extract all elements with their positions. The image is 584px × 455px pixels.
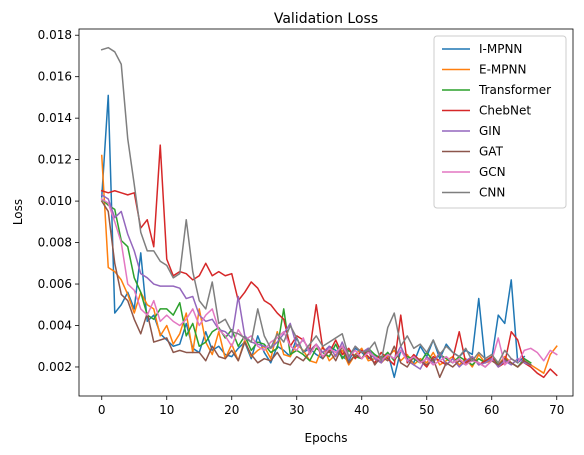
legend-label: GIN <box>479 124 501 138</box>
x-tick-label: 10 <box>159 403 174 417</box>
series-line-e-mpnn <box>100 154 558 374</box>
x-tick-label: 30 <box>289 403 304 417</box>
x-axis-label: Epochs <box>305 431 348 445</box>
x-tick-label: 70 <box>549 403 564 417</box>
legend-label: GAT <box>479 145 504 159</box>
x-tick-label: 60 <box>484 403 499 417</box>
x-tick-label: 50 <box>419 403 434 417</box>
legend-label: Transformer <box>478 83 551 97</box>
y-tick-label: 0.012 <box>38 153 72 167</box>
y-tick-label: 0.014 <box>38 111 72 125</box>
y-tick-label: 0.010 <box>38 194 72 208</box>
x-tick-label: 20 <box>224 403 239 417</box>
y-tick-label: 0.004 <box>38 319 72 333</box>
x-tick-label: 40 <box>354 403 369 417</box>
y-axis-label: Loss <box>11 199 25 225</box>
x-tick-label: 0 <box>98 403 106 417</box>
plot-frame <box>78 28 574 397</box>
series-line-cnn <box>100 46 519 364</box>
legend-label: E-MPNN <box>479 63 526 77</box>
y-tick-label: 0.008 <box>38 236 72 250</box>
chart-title: Validation Loss <box>274 11 378 27</box>
series-lines <box>100 46 558 379</box>
y-tick-label: 0.018 <box>38 28 72 42</box>
series-line-gcn <box>100 197 558 368</box>
legend-box <box>433 35 567 209</box>
legend-label: ChebNet <box>479 104 531 118</box>
legend-label: CNN <box>479 186 505 200</box>
legend: I-MPNN E-MPNN Transformer ChebNet GIN GAT GCN C… <box>433 35 567 209</box>
legend-label: GCN <box>479 165 506 179</box>
y-tick-label: 0.002 <box>38 360 72 374</box>
y-tick-label: 0.006 <box>38 277 72 291</box>
x-axis: 0 10 20 30 40 50 60 70 <box>98 396 564 417</box>
legend-label: I-MPNN <box>479 42 522 56</box>
y-axis: 0.002 0.004 0.006 0.008 0.010 0.012 0.014 0.016… <box>38 28 79 374</box>
y-tick-label: 0.016 <box>38 70 72 84</box>
